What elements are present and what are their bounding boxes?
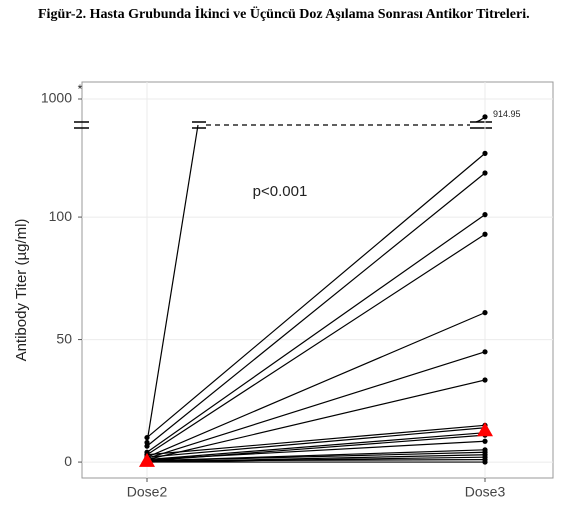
pair-line (146, 233, 486, 456)
pair-line (146, 214, 486, 453)
pair-line (146, 172, 486, 447)
value-label: 914.95 (493, 109, 521, 119)
point (144, 439, 150, 446)
figure-caption: Figür-2. Hasta Grubunda İkinci ve Üçüncü… (38, 7, 530, 22)
point (482, 377, 488, 383)
pair-line (146, 424, 486, 456)
y-tick-label: 1000 (41, 90, 72, 106)
asterisk: * (78, 82, 83, 96)
x-tick-label: Dose2 (127, 484, 168, 500)
point (482, 231, 488, 237)
pair-line (146, 459, 486, 462)
y-tick-label: 0 (64, 453, 72, 469)
point (482, 114, 488, 120)
pair-line (146, 351, 486, 459)
y-tick-label: 100 (49, 208, 73, 224)
pair-line (146, 432, 486, 461)
y-axis-label: Antibody Titer (µg/ml) (13, 219, 30, 362)
plot-panel (81, 81, 554, 479)
x-tick-label: Dose3 (465, 484, 506, 500)
y-tick-label: 50 (56, 330, 72, 346)
pair-line (146, 427, 486, 458)
pair-line (146, 379, 486, 461)
axis-break (74, 121, 492, 129)
pair-line (146, 312, 486, 458)
point (482, 310, 488, 316)
median-marker (139, 452, 155, 467)
point (482, 438, 488, 444)
pair-line (146, 152, 486, 439)
point (482, 459, 488, 465)
point (482, 349, 488, 355)
p-value: p<0.001 (253, 183, 308, 200)
point (144, 443, 150, 449)
point (482, 150, 488, 156)
point (144, 434, 150, 441)
point (482, 170, 488, 176)
pair-line (146, 456, 486, 463)
pair-line (146, 124, 199, 443)
point (482, 212, 488, 218)
pair-line (146, 451, 486, 462)
pair-line (146, 440, 486, 461)
median-marker (477, 422, 493, 437)
